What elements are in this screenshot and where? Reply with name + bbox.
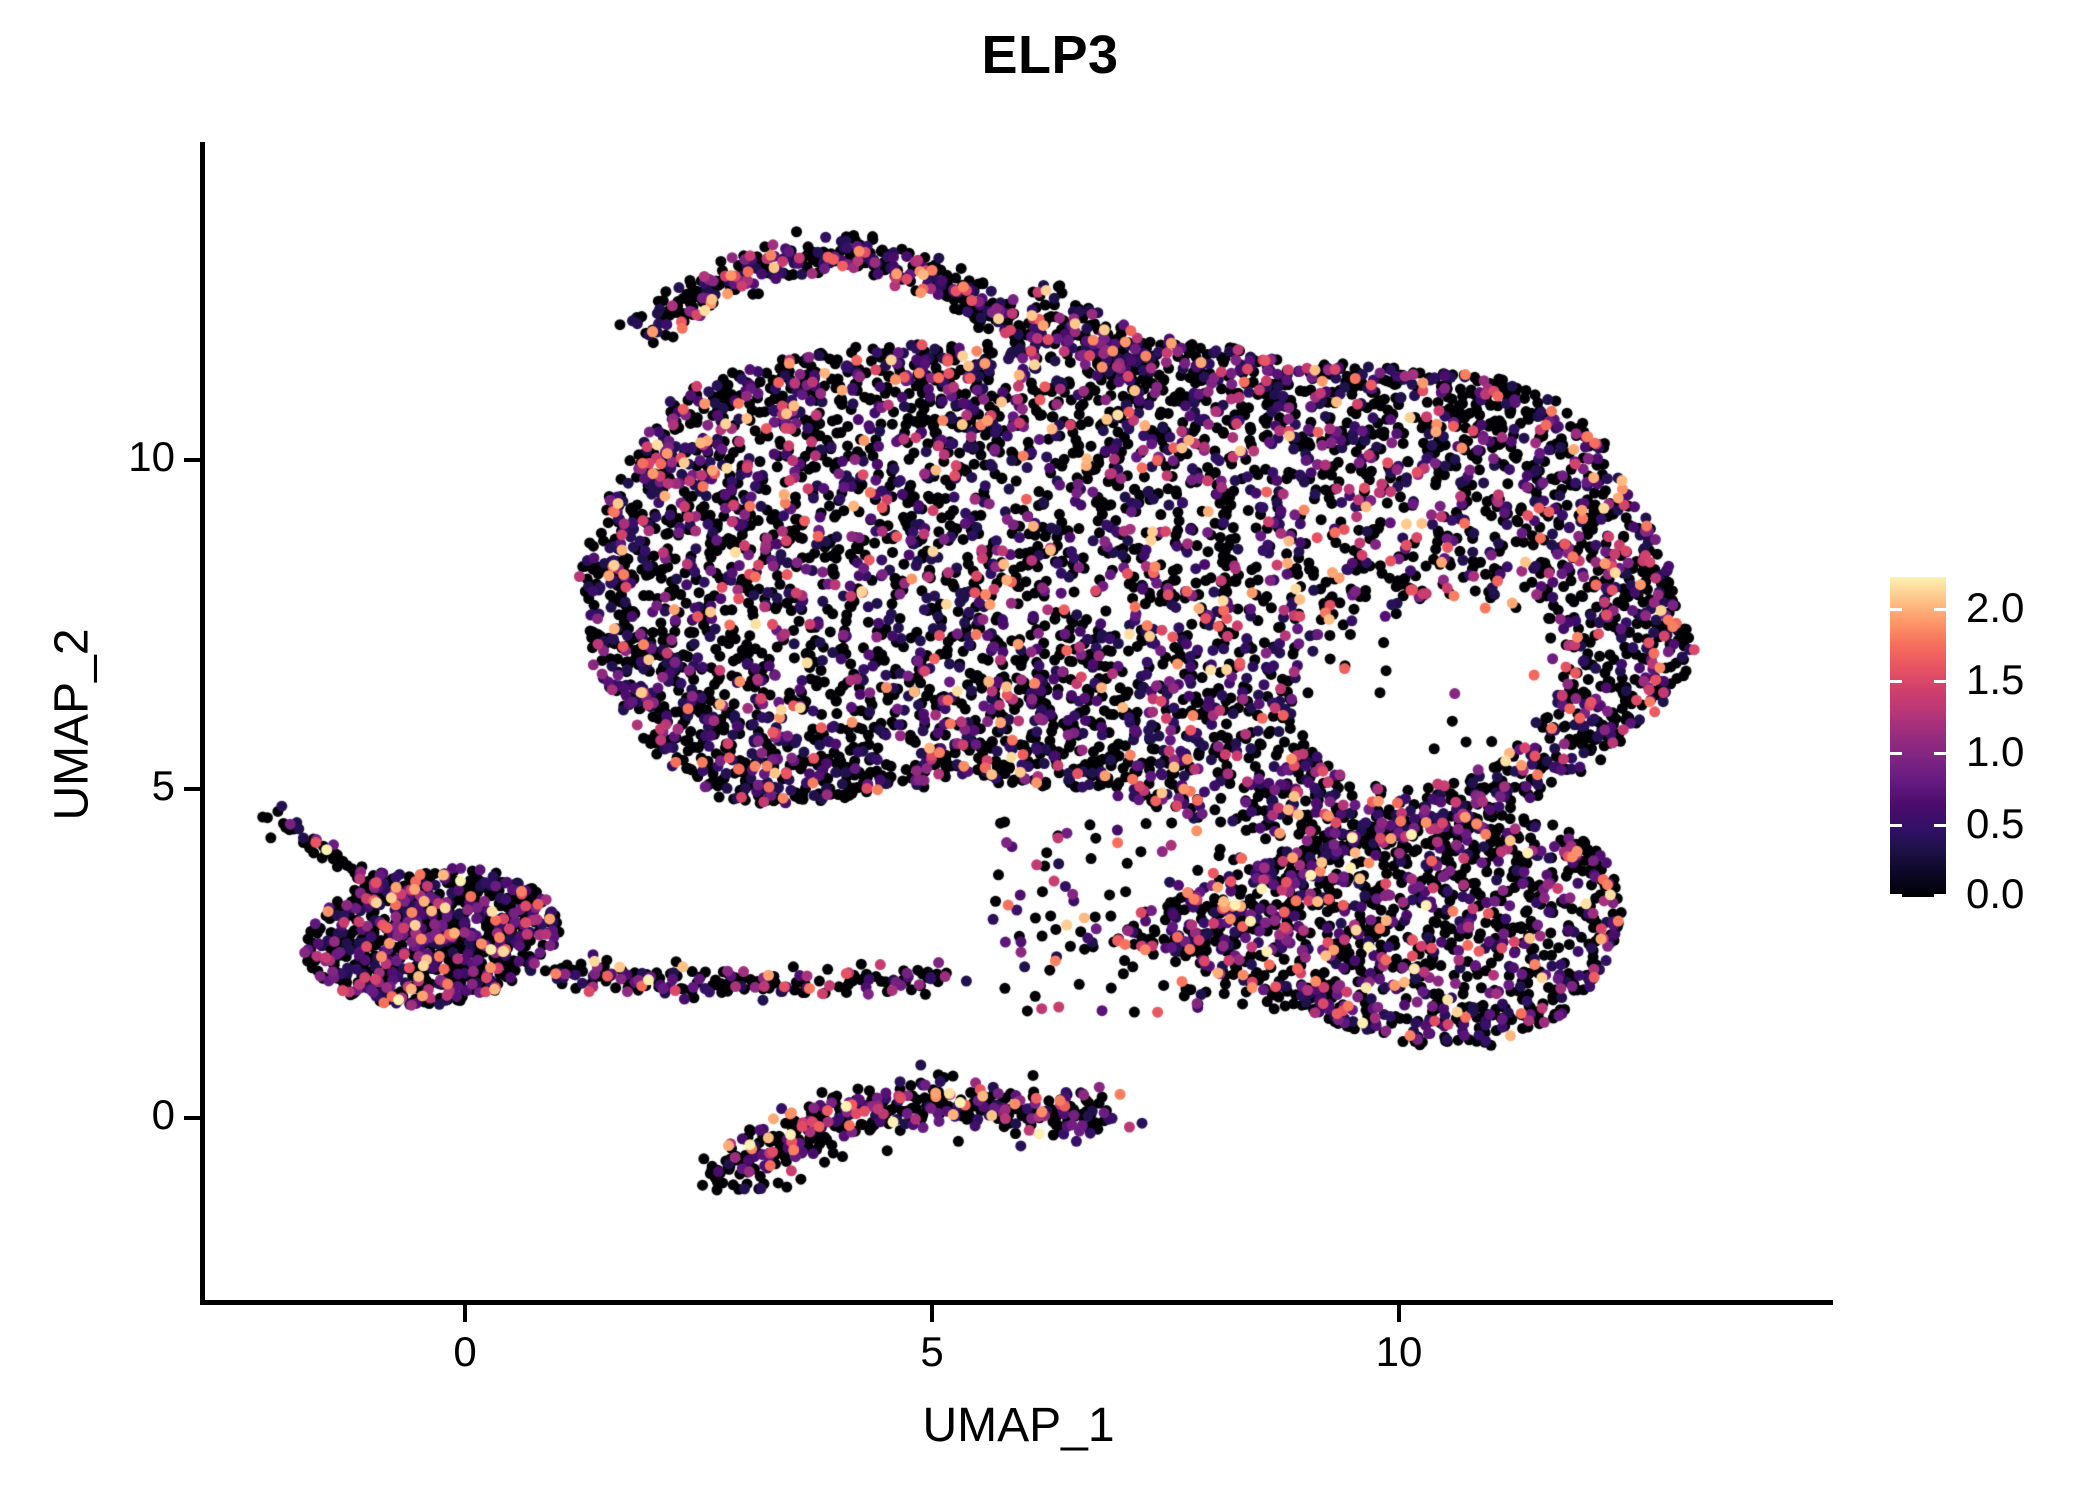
scatter-canvas	[204, 142, 1833, 1302]
colorbar-tick-0.5-right	[1934, 824, 1946, 827]
x-tick-label-0: 0	[453, 1328, 477, 1375]
colorbar-label-1.5: 1.5	[1966, 656, 2025, 703]
colorbar-tick-1.5-left	[1890, 680, 1902, 683]
plot-panel	[204, 142, 1833, 1302]
colorbar-tick-1.5-right	[1934, 680, 1946, 683]
colorbar-tick-1.0-right	[1934, 752, 1946, 755]
x-tick-label-5: 5	[920, 1328, 944, 1375]
colorbar-tick-1.0-left	[1890, 752, 1902, 755]
x-tick-mark-0	[463, 1305, 467, 1322]
y-tick-label-0: 0	[151, 1091, 175, 1138]
x-tick-mark-5	[930, 1305, 934, 1322]
x-tick-mark-10	[1397, 1305, 1401, 1322]
colorbar-tick-2.0-left	[1890, 608, 1902, 611]
y-axis-line	[200, 142, 205, 1305]
colorbar-label-0.5: 0.5	[1966, 800, 2025, 847]
x-axis-title: UMAP_1	[922, 1399, 1115, 1452]
y-tick-mark-5	[184, 787, 201, 791]
colorbar-label-0.0: 0.0	[1966, 870, 2025, 917]
colorbar-tick-0.0-left	[1890, 894, 1902, 897]
colorbar-tick-0.5-left	[1890, 824, 1902, 827]
y-tick-mark-10	[184, 458, 201, 462]
x-tick-label-10: 10	[1375, 1328, 1423, 1375]
colorbar-label-2.0: 2.0	[1966, 584, 2025, 631]
colorbar-tick-0.0-right	[1934, 894, 1946, 897]
x-axis-line	[200, 1300, 1833, 1305]
colorbar-legend: 2.0 1.5 1.0 0.5 0.0	[1890, 577, 2090, 915]
y-tick-label-10: 10	[128, 433, 175, 480]
y-tick-mark-0	[184, 1116, 201, 1120]
colorbar-gradient	[1890, 577, 1946, 897]
colorbar-label-1.0: 1.0	[1966, 728, 2025, 775]
y-tick-label-5: 5	[151, 762, 175, 809]
y-axis-title: UMAP_2	[45, 628, 99, 821]
page-title: ELP3	[981, 25, 1119, 85]
colorbar-tick-2.0-right	[1934, 608, 1946, 611]
